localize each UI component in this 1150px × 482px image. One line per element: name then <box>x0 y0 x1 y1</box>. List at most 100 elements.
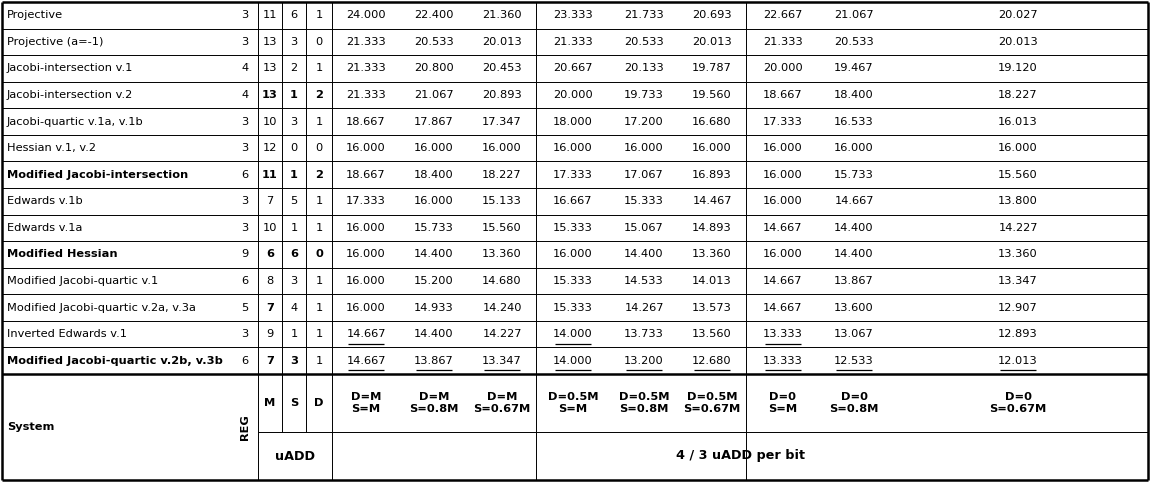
Text: 14.227: 14.227 <box>998 223 1037 233</box>
Text: 20.013: 20.013 <box>482 37 522 47</box>
Text: 14.400: 14.400 <box>414 249 454 259</box>
Text: Jacobi-quartic v.1a, v.1b: Jacobi-quartic v.1a, v.1b <box>7 117 144 127</box>
Text: 1: 1 <box>315 223 323 233</box>
Text: 12.533: 12.533 <box>834 356 874 366</box>
Text: 13.360: 13.360 <box>482 249 522 259</box>
Text: 3: 3 <box>242 196 248 206</box>
Text: 20.027: 20.027 <box>998 10 1037 20</box>
Text: D: D <box>314 398 324 408</box>
Text: 10: 10 <box>262 117 277 127</box>
Text: 14.667: 14.667 <box>764 223 803 233</box>
Text: 14.400: 14.400 <box>414 329 454 339</box>
Text: D=0.5M
S=M: D=0.5M S=M <box>547 392 598 414</box>
Text: 17.347: 17.347 <box>482 117 522 127</box>
Text: 0: 0 <box>315 143 323 153</box>
Text: D=0
S=0.67M: D=0 S=0.67M <box>989 392 1046 414</box>
Text: 4: 4 <box>291 303 298 312</box>
Text: 17.333: 17.333 <box>346 196 386 206</box>
Text: 18.667: 18.667 <box>764 90 803 100</box>
Text: 21.067: 21.067 <box>414 90 454 100</box>
Text: 7: 7 <box>266 356 274 366</box>
Text: 6: 6 <box>242 276 248 286</box>
Text: 16.000: 16.000 <box>764 170 803 180</box>
Text: 14.267: 14.267 <box>624 303 664 312</box>
Text: 22.400: 22.400 <box>414 10 454 20</box>
Text: 15.200: 15.200 <box>414 276 454 286</box>
Text: 16.000: 16.000 <box>553 249 593 259</box>
Text: Modified Jacobi-quartic v.2a, v.3a: Modified Jacobi-quartic v.2a, v.3a <box>7 303 196 312</box>
Text: 6: 6 <box>266 249 274 259</box>
Text: 16.000: 16.000 <box>764 249 803 259</box>
Text: D=M
S=0.67M: D=M S=0.67M <box>474 392 530 414</box>
Text: 18.227: 18.227 <box>482 170 522 180</box>
Text: 16.000: 16.000 <box>346 143 386 153</box>
Text: 18.667: 18.667 <box>346 170 385 180</box>
Text: 1: 1 <box>290 90 298 100</box>
Text: 1: 1 <box>315 329 323 339</box>
Text: Jacobi-intersection v.1: Jacobi-intersection v.1 <box>7 64 133 73</box>
Text: 14.400: 14.400 <box>834 223 874 233</box>
Text: 1: 1 <box>315 64 323 73</box>
Text: 23.333: 23.333 <box>553 10 593 20</box>
Text: M: M <box>264 398 276 408</box>
Text: D=0
S=0.8M: D=0 S=0.8M <box>829 392 879 414</box>
Text: 21.733: 21.733 <box>624 10 664 20</box>
Text: 17.867: 17.867 <box>414 117 454 127</box>
Text: 13.573: 13.573 <box>692 303 731 312</box>
Text: 16.893: 16.893 <box>692 170 731 180</box>
Text: 16.000: 16.000 <box>834 143 874 153</box>
Text: 4: 4 <box>242 64 248 73</box>
Text: 14.680: 14.680 <box>482 276 522 286</box>
Text: 20.667: 20.667 <box>553 64 592 73</box>
Text: 16.013: 16.013 <box>998 117 1038 127</box>
Text: 16.000: 16.000 <box>346 276 386 286</box>
Text: 15.560: 15.560 <box>482 223 522 233</box>
Text: 7: 7 <box>266 303 274 312</box>
Text: 13: 13 <box>262 90 278 100</box>
Text: Edwards v.1b: Edwards v.1b <box>7 196 83 206</box>
Text: D=M
S=0.8M: D=M S=0.8M <box>409 392 459 414</box>
Text: 2: 2 <box>315 90 323 100</box>
Text: 9: 9 <box>267 329 274 339</box>
Text: 16.667: 16.667 <box>553 196 592 206</box>
Text: 21.333: 21.333 <box>553 37 593 47</box>
Text: 15.560: 15.560 <box>998 170 1038 180</box>
Text: 4: 4 <box>242 90 248 100</box>
Text: 0: 0 <box>315 37 323 47</box>
Text: 5: 5 <box>290 196 298 206</box>
Text: 16.533: 16.533 <box>834 117 874 127</box>
Text: 20.000: 20.000 <box>764 64 803 73</box>
Text: 15.333: 15.333 <box>624 196 664 206</box>
Text: 3: 3 <box>242 329 248 339</box>
Text: 18.400: 18.400 <box>834 90 874 100</box>
Text: 16.000: 16.000 <box>624 143 664 153</box>
Text: 20.013: 20.013 <box>998 37 1038 47</box>
Text: 13.600: 13.600 <box>834 303 874 312</box>
Text: 14.667: 14.667 <box>764 276 803 286</box>
Text: 16.000: 16.000 <box>764 143 803 153</box>
Text: D=M
S=M: D=M S=M <box>351 392 381 414</box>
Text: 3: 3 <box>242 37 248 47</box>
Text: 21.333: 21.333 <box>346 64 386 73</box>
Text: 24.000: 24.000 <box>346 10 385 20</box>
Text: 13: 13 <box>262 64 277 73</box>
Text: 19.787: 19.787 <box>692 64 731 73</box>
Text: 19.467: 19.467 <box>834 64 874 73</box>
Text: 16.000: 16.000 <box>553 143 593 153</box>
Text: 12.893: 12.893 <box>998 329 1038 339</box>
Text: 14.667: 14.667 <box>764 303 803 312</box>
Text: 20.000: 20.000 <box>553 90 593 100</box>
Text: 14.000: 14.000 <box>553 356 593 366</box>
Text: 16.000: 16.000 <box>764 196 803 206</box>
Text: 3: 3 <box>242 143 248 153</box>
Text: 18.000: 18.000 <box>553 117 593 127</box>
Text: 0: 0 <box>290 143 298 153</box>
Text: 13.347: 13.347 <box>482 356 522 366</box>
Text: 3: 3 <box>290 276 298 286</box>
Text: 16.000: 16.000 <box>482 143 522 153</box>
Text: 17.333: 17.333 <box>764 117 803 127</box>
Text: 1: 1 <box>315 276 323 286</box>
Text: 3: 3 <box>242 117 248 127</box>
Text: Modified Jacobi-intersection: Modified Jacobi-intersection <box>7 170 189 180</box>
Text: 6: 6 <box>291 10 298 20</box>
